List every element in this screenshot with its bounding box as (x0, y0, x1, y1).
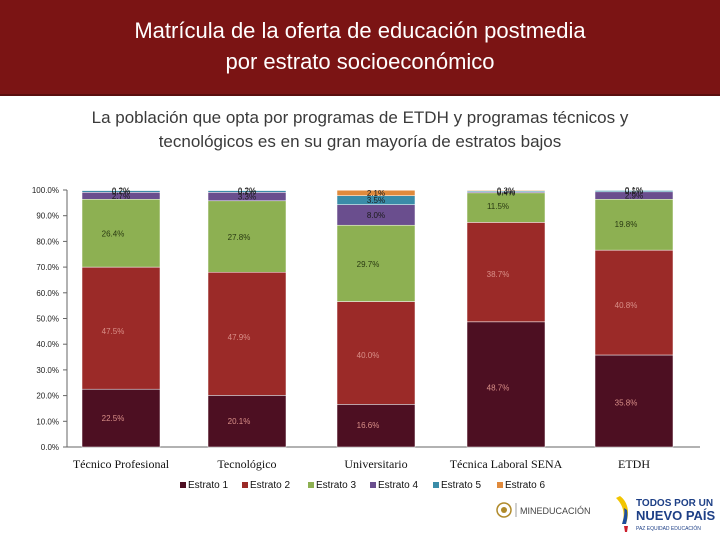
legend-swatch (242, 482, 248, 488)
y-axis: 0.0% 10.0% 20.0% 30.0% 40.0% 50.0% 60.0% 70.0% 8… (32, 186, 700, 452)
bar-segment (594, 249, 674, 356)
data-label: 11.5% (487, 202, 509, 211)
data-label: 35.8% (615, 399, 638, 408)
y-tick-label: 100.0% (32, 186, 59, 195)
x-category-label: Universitario (344, 457, 407, 471)
bar-segment (336, 301, 416, 405)
gov-slogan-line-2: NUEVO PAÍS (636, 508, 716, 523)
legend-label: Estrato 2 (250, 480, 290, 491)
bar-segment (81, 266, 161, 390)
data-label: 3.5% (367, 196, 385, 205)
data-label: 0.4% (497, 187, 515, 196)
data-label: 2.1% (367, 189, 385, 198)
data-label: 0.2% (112, 186, 130, 195)
data-label: 40.0% (357, 351, 380, 360)
y-tick-label: 20.0% (36, 392, 59, 401)
title-banner: Matrícula de la oferta de educación post… (0, 0, 720, 96)
bar-segment (466, 222, 546, 323)
data-label: 0.4% (497, 188, 515, 197)
colombia-flag-icon (616, 496, 628, 532)
y-tick-label: 10.0% (36, 417, 59, 426)
y-tick-label: 80.0% (36, 237, 59, 246)
legend-label: Estrato 1 (188, 480, 228, 491)
bar-segment (81, 189, 161, 191)
bar-segment (207, 395, 287, 448)
legend-swatch (370, 482, 376, 488)
ministry-name: MINEDUCACIÓN (520, 506, 591, 516)
stacked-bar-chart: 0.0% 10.0% 20.0% 30.0% 40.0% 50.0% 60.0% 70.0% 8… (32, 186, 700, 491)
data-label: 27.8% (228, 233, 251, 242)
y-tick-label: 50.0% (36, 315, 59, 324)
mineducacion-logo: MINEDUCACIÓN (496, 502, 591, 518)
data-label: 0.3% (497, 186, 515, 195)
category-labels: Técnico Profesional Tecnológico Universita… (73, 457, 650, 471)
y-tick-label: 30.0% (36, 366, 59, 375)
data-label: 26.4% (102, 230, 125, 239)
coat-of-arms-icon (496, 502, 512, 518)
y-tick-label: 60.0% (36, 289, 59, 298)
data-label: 0.7% (112, 187, 130, 196)
y-tick-label: 90.0% (36, 212, 59, 221)
bar-segment (207, 271, 287, 396)
slide-title-line-1: Matrícula de la oferta de educación post… (134, 18, 586, 43)
bar-segment (466, 192, 546, 223)
x-category-label: Tecnológico (217, 457, 276, 471)
gov-slogan-line-1: TODOS POR UN (636, 498, 713, 509)
x-category-label: Técnico Profesional (73, 457, 170, 471)
bar-segment (594, 354, 674, 448)
legend-swatch (497, 482, 503, 488)
legend-swatch (180, 482, 186, 488)
legend-label: Estrato 5 (441, 480, 481, 491)
bar-segment (594, 199, 674, 251)
legend-label: Estrato 6 (505, 480, 545, 491)
data-label: 47.9% (228, 333, 251, 342)
y-tick-label: 0.0% (41, 443, 59, 452)
data-label: 2.7% (112, 192, 130, 201)
bar-segment (81, 388, 161, 448)
bar-segment (336, 404, 416, 448)
data-label: 20.1% (228, 417, 251, 426)
data-label: 2.9% (625, 192, 643, 201)
bar-segment (81, 199, 161, 268)
data-label: 3.3% (238, 193, 256, 202)
bars: 22.5%47.5%26.4%2.7%0.7%0.2%20.1%47.9%27.… (81, 186, 674, 448)
legend-label: Estrato 3 (316, 480, 356, 491)
bar-segment (336, 224, 416, 302)
slide-title-line-2: por estrato socioeconómico (225, 49, 495, 74)
legend-swatch (433, 482, 439, 488)
data-label: 22.5% (102, 414, 125, 423)
bar-segment (466, 189, 546, 192)
legend-label: Estrato 4 (378, 480, 418, 491)
bar-segment (207, 200, 287, 273)
gov-slogan-logo: TODOS POR UN NUEVO PAÍS PAZ EQUIDAD EDUC… (616, 496, 716, 532)
data-label: 47.5% (102, 327, 125, 336)
y-tick-label: 70.0% (36, 263, 59, 272)
bar-segment (207, 189, 287, 191)
data-label: 0.2% (238, 186, 256, 195)
data-label: 16.6% (357, 421, 380, 430)
data-label: 19.8% (615, 220, 638, 229)
subtitle-line-1: La población que opta por programas de E… (91, 108, 629, 127)
bar-segment (466, 321, 546, 448)
subtitle-line-2: tecnológicos es en su gran mayoría de es… (158, 132, 562, 151)
data-label: 0.7% (238, 187, 256, 196)
bar-segment (336, 190, 416, 196)
data-label: 40.8% (615, 301, 638, 310)
x-category-label: Técnica Laboral SENA (450, 457, 563, 471)
data-label: 29.7% (357, 260, 380, 269)
data-label: 0.1% (625, 186, 643, 195)
data-label: 0.6% (625, 187, 643, 196)
data-label: 8.0% (367, 211, 385, 220)
gov-slogan-line-3: PAZ EQUIDAD EDUCACIÓN (636, 525, 701, 532)
bar-segment (594, 189, 674, 191)
data-label: 48.7% (487, 384, 510, 393)
y-tick-label: 40.0% (36, 340, 59, 349)
legend-swatch (308, 482, 314, 488)
x-category-label: ETDH (618, 457, 650, 471)
data-label: 38.7% (487, 270, 510, 279)
legend: Estrato 1 Estrato 2 Estrato 3 Estrato 4 Estr… (180, 480, 545, 491)
